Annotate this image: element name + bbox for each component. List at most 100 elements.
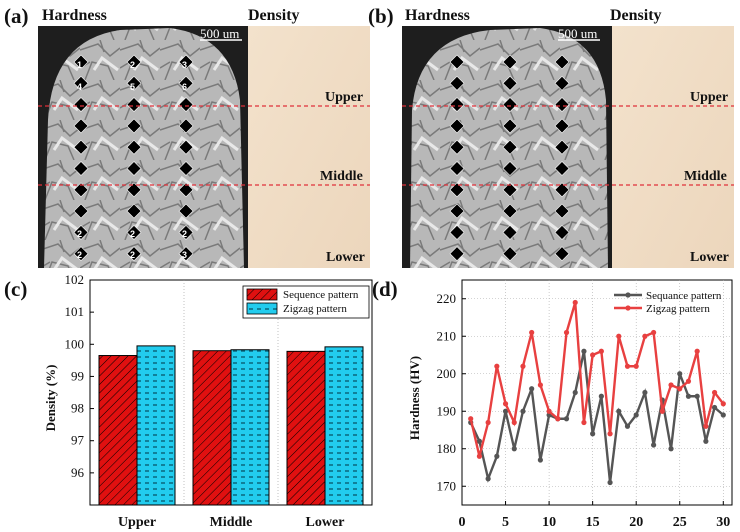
hardness-point-zigzag [642,333,648,339]
hardness-x-tick-label: 15 [586,515,600,530]
indent-number: 2 [77,250,82,260]
indent-marker [178,203,194,219]
hardness-point-zigzag [624,363,631,369]
hardness-point-zigzag [529,329,535,336]
hardness-point-sequence [720,412,726,418]
density-bar-sequence [98,355,138,506]
indent-marker [449,139,465,155]
indent-marker [73,139,89,155]
hardness-legend-label: Zigzag pattern [646,303,710,315]
indent-marker [178,182,194,198]
hardness-point-sequence [607,479,613,486]
hardness-y-tick-label: 180 [437,441,457,456]
density-bar-chart: Upper Middle Lower 96 97 98 99 100 101 102 Sequenc… [65,272,373,530]
density-bar-zigzag [324,346,364,506]
hardness-point-sequence [494,453,500,459]
panel-c-label: (c) [4,277,27,301]
indent-marker [449,54,465,70]
density-x-tick-label: Middle [210,515,253,530]
density-legend-swatch [246,288,278,301]
density-bar-zigzag [230,349,270,506]
indent-marker [178,118,194,134]
panel-a-label: (a) [4,4,29,28]
panel-a-zone-lower: Lower [326,250,365,265]
indent-marker [73,182,89,198]
indent-marker [502,246,518,262]
panel-b-zone-lower: Lower [690,250,729,265]
density-x-tick-label: Upper [118,515,156,530]
indent-marker [73,246,89,262]
panel-c: (c) Upper Middle Lower 96 97 98 99 100 101 102 Seq… [4,272,373,530]
indent-marker [502,182,518,198]
hardness-point-zigzag [668,382,674,388]
indent-number: 4 [77,82,82,92]
density-bar-zigzag [136,345,176,506]
hardness-point-sequence [590,431,596,437]
hardness-point-zigzag [537,382,543,388]
hardness-point-zigzag [685,378,692,384]
hardness-y-tick-label: 220 [437,291,457,306]
indent-number: 3 [182,250,187,260]
hardness-legend-marker [625,292,631,298]
indent-marker [554,97,570,113]
hardness-x-tick-label: 10 [542,515,556,530]
indent-marker [554,118,570,134]
hardness-y-axis-label: Hardness (HV) [407,356,422,440]
density-y-tick-label: 98 [71,401,84,416]
hardness-point-zigzag [485,419,491,426]
indent-marker [178,161,194,176]
indent-marker [449,203,465,219]
indent-marker [449,246,465,262]
indent-marker [178,75,194,91]
indent-number: 2 [130,250,135,260]
hardness-point-sequence [520,408,526,414]
indent-marker [554,54,570,70]
panel-b-density-title: Density [610,7,662,24]
panel-d: (d) 170 180 190 200 210 220 0 5 10 15 20 25 30 Sequan… [372,277,733,530]
indent-marker [502,54,518,70]
indent-marker [554,203,570,219]
hardness-point-sequence [668,446,674,452]
hardness-point-zigzag [633,363,639,369]
indent-marker [126,246,142,262]
indent-number: 2 [182,229,187,239]
panel-a-zone-upper: Upper [325,90,363,105]
hardness-point-zigzag [598,348,604,354]
hardness-x-tick-label: 5 [502,515,509,530]
density-legend-label: Zigzag pattern [283,303,347,315]
hardness-point-sequence [642,389,648,396]
hardness-point-zigzag [502,401,509,407]
indent-marker [178,97,194,113]
indent-marker [449,224,465,240]
hardness-point-sequence [616,408,622,414]
hardness-point-zigzag [659,408,665,414]
hardness-point-sequence [581,348,587,354]
density-y-axis-label: Density (%) [43,365,58,432]
indent-marker [449,97,465,113]
panel-a: (a) Hardness Density 500 um 1 2 3 4 5 6 … [4,4,370,268]
panel-b-zone-upper: Upper [690,90,728,105]
hardness-x-tick-label: 30 [716,515,730,530]
indent-marker [554,75,570,91]
hardness-point-zigzag [476,453,483,459]
hardness-point-zigzag [590,352,596,358]
panel-a-zone-middle: Middle [320,169,363,184]
indent-marker [449,75,465,91]
panel-a-scale-label: 500 um [200,26,239,41]
indent-marker [126,182,142,198]
indent-number: 2 [77,229,82,239]
hardness-point-zigzag [494,363,500,369]
density-x-tick-label: Lower [306,515,345,530]
hardness-point-sequence [563,416,570,422]
indent-marker [449,182,465,198]
indent-marker [502,75,518,91]
density-y-tick-label: 102 [65,272,85,287]
hardness-point-zigzag [703,423,709,429]
indent-marker [554,139,570,155]
hardness-point-zigzag [555,416,561,422]
panel-d-label: (d) [372,277,398,301]
panel-b-hardness-title: Hardness [405,7,470,24]
indent-marker [73,118,89,134]
panel-b-label: (b) [368,4,394,28]
